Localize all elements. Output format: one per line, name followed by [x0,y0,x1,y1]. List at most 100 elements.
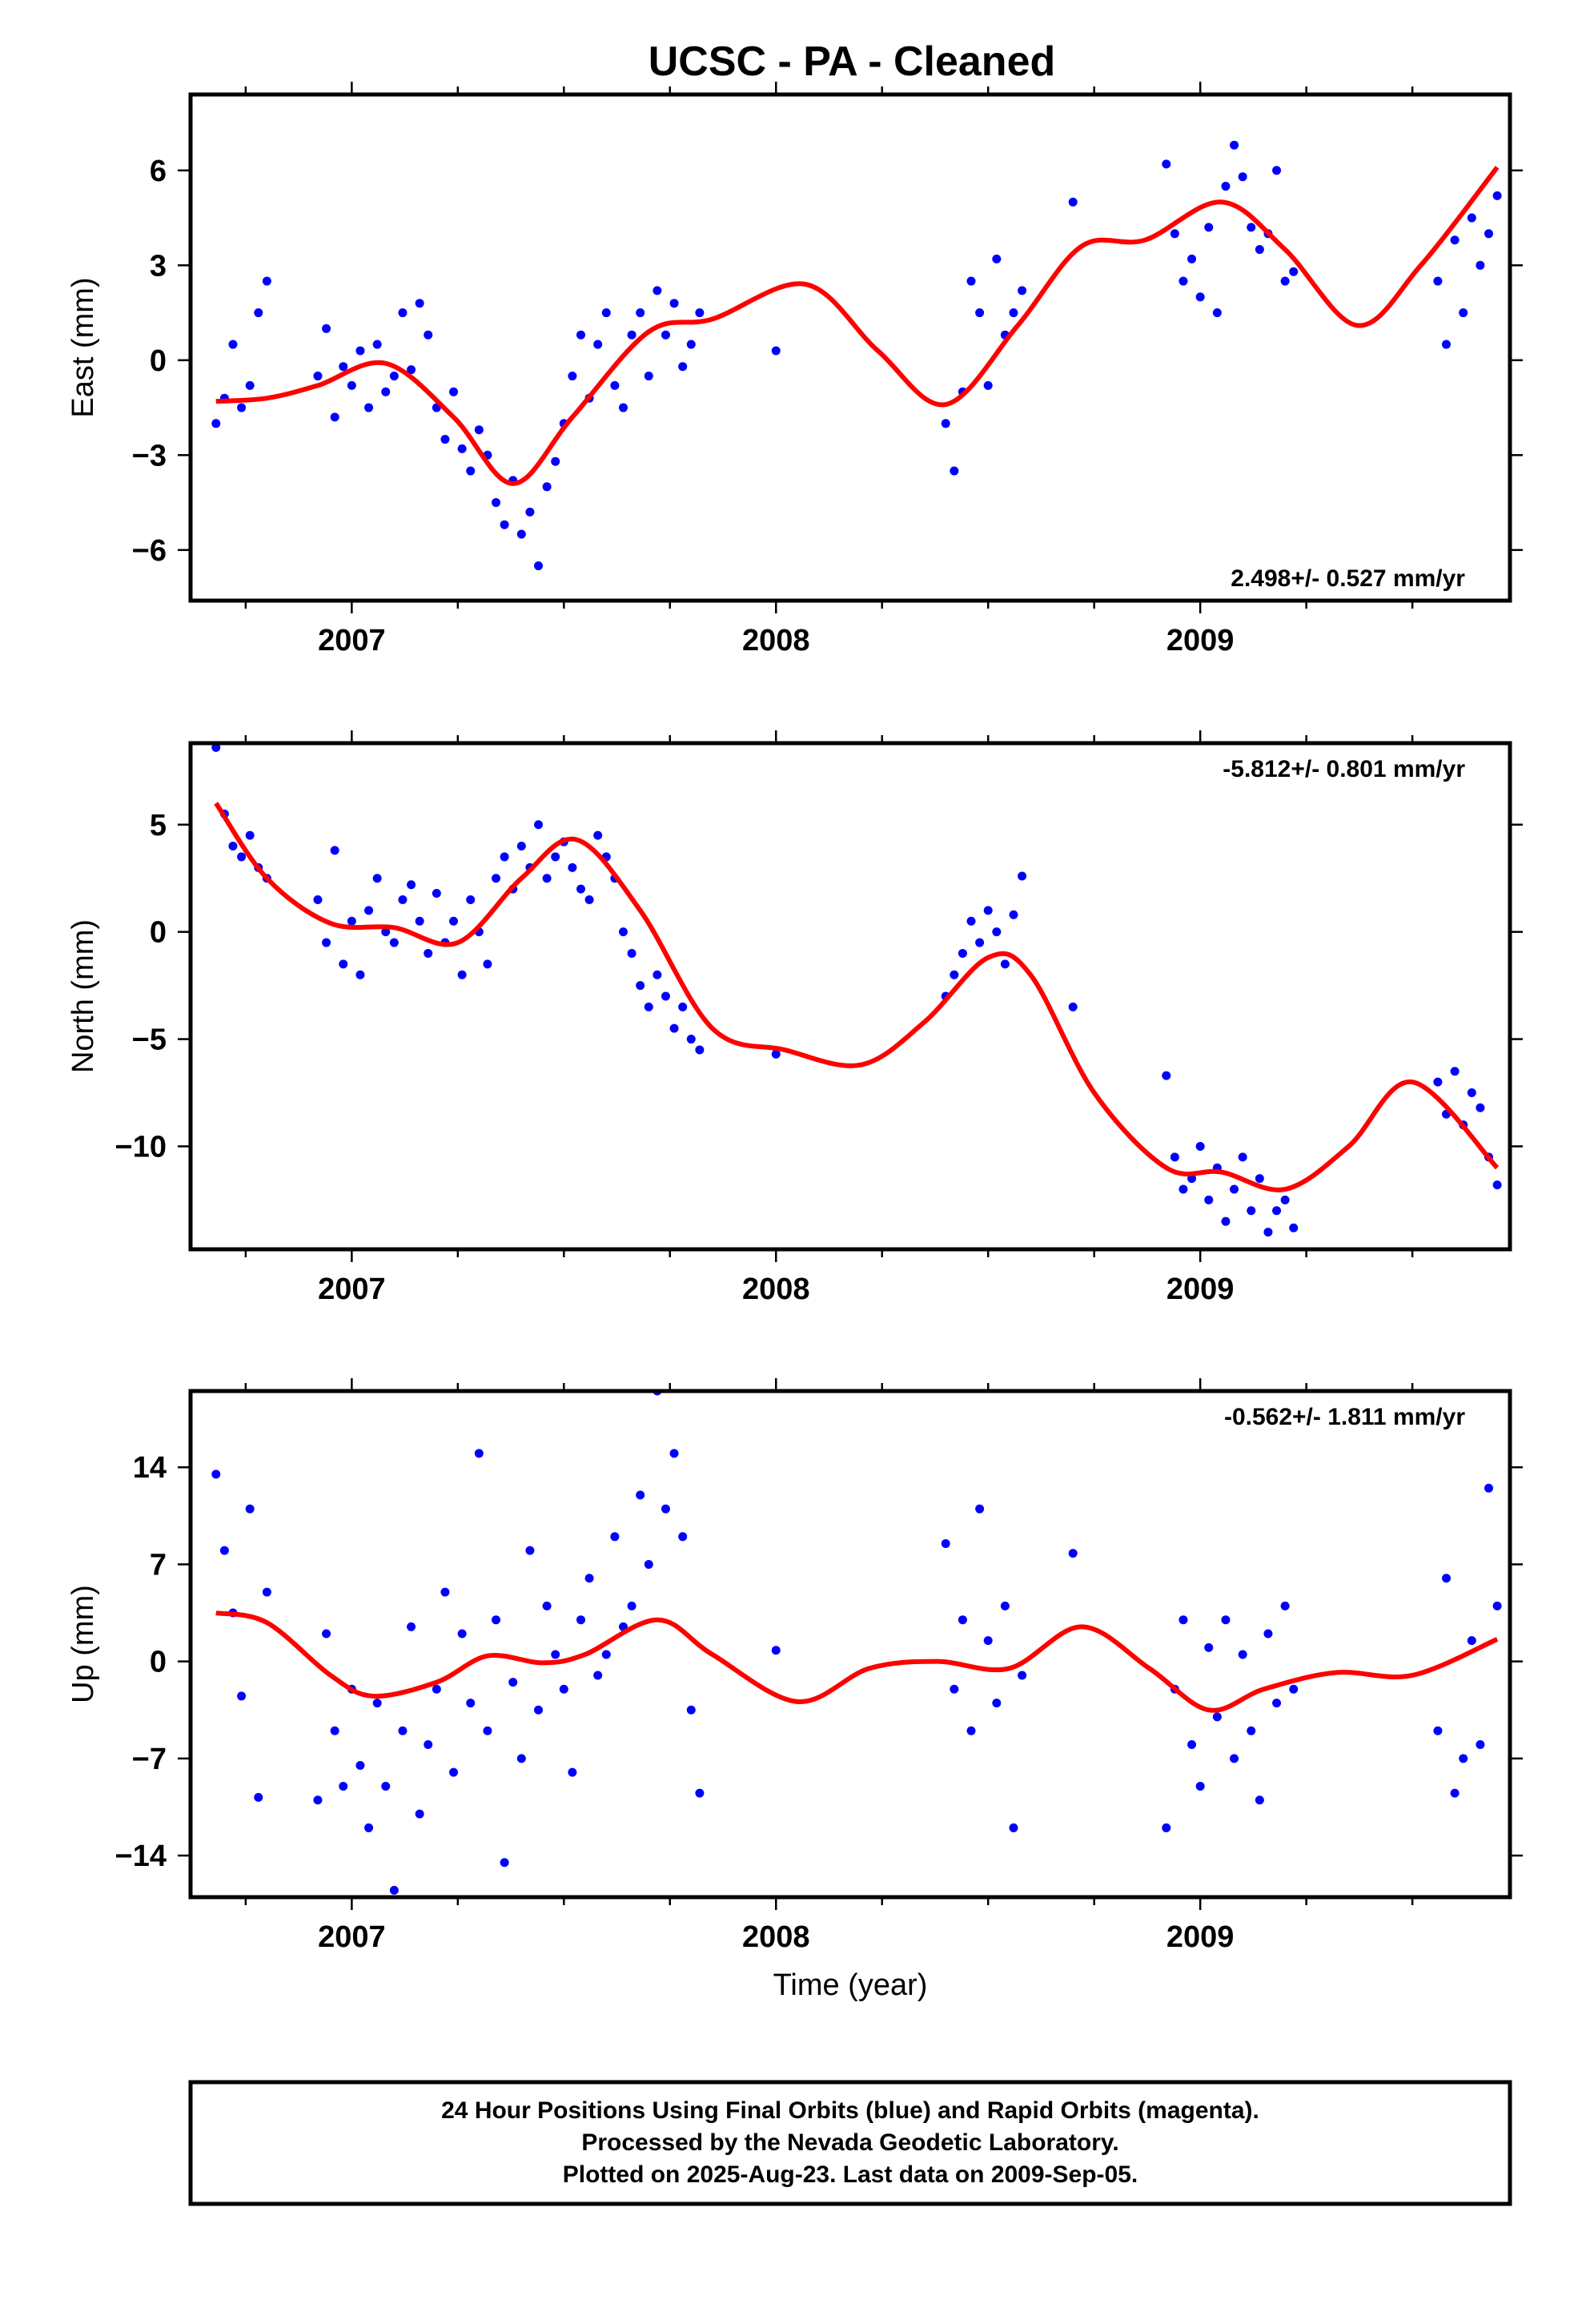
footer-box: 24 Hour Positions Using Final Orbits (bl… [188,2080,1512,2206]
up-frame [188,1389,1512,1900]
up-fit-curve [215,1610,1499,1713]
north-data-point [398,895,408,904]
east-data-point [1476,260,1485,270]
north-data-point [1238,1152,1247,1162]
east-data-point [339,362,348,372]
north-data-point [492,874,501,883]
east-data-point [593,340,603,349]
east-data-point [1068,197,1078,207]
east-data-point [1018,286,1027,296]
north-data-point [678,1002,688,1011]
north-x-tick-label: 2009 [1166,1273,1235,1306]
up-data-point [508,1678,518,1687]
east-data-point [211,419,221,428]
north-data-point [966,916,976,926]
east-data-point [1162,159,1171,169]
north-data-point [424,948,433,958]
east-y-tick-label: −3 [132,439,167,472]
north-data-point [449,916,459,926]
up-data-point [474,1449,484,1458]
north-data-point [1476,1103,1485,1112]
north-data-point [381,927,391,937]
up-data-point [516,1754,526,1763]
up-y-tick-label: 14 [133,1451,167,1485]
north-x-tick-label: 2007 [318,1273,386,1306]
up-data-point [695,1788,705,1798]
up-y-axis-label: Up (mm) [66,1585,100,1703]
east-data-point [1212,308,1222,318]
east-data-point [355,346,365,356]
east-rate-label: 2.498+/- 0.527 mm/yr [1231,565,1465,592]
east-data-point [237,403,247,412]
east-data-point [568,372,577,381]
north-data-point [958,948,967,958]
up-data-point [1204,1642,1214,1652]
north-data-point [1162,1071,1171,1080]
north-data-point [457,970,467,979]
up-data-point [966,1726,976,1735]
east-data-point [534,561,544,571]
east-data-point [686,340,696,349]
up-data-point [636,1490,645,1500]
up-data-point [661,1504,670,1514]
up-data-point [975,1504,985,1514]
up-data-point [432,1684,441,1694]
up-panel: 2007 2008 2009 −14 −7 0 7 14 Up (mm) Time (year) -… [66,1378,1523,2002]
up-data-point [1467,1636,1476,1646]
east-data-point [619,403,628,412]
east-data-point [1187,254,1197,263]
east-data-point [1280,276,1290,286]
east-data-point [389,372,399,381]
up-data-point [381,1781,391,1791]
up-data-point [950,1684,959,1694]
east-data-point [372,340,382,349]
up-data-point [771,1646,781,1655]
up-data-point [1195,1781,1205,1791]
east-data-point [492,498,501,508]
east-x-tick-label: 2008 [742,624,810,657]
east-data-point [1255,245,1264,255]
east-data-point [1442,340,1452,349]
up-data-point [1442,1574,1452,1583]
north-data-point [483,959,492,969]
up-data-point [1263,1629,1273,1638]
up-data-point [254,1792,263,1802]
north-y-tick-label: 5 [150,809,167,842]
east-data-point [950,466,959,476]
up-data-point [601,1650,611,1659]
north-data-point [211,743,221,752]
north-data-point [1221,1216,1231,1226]
east-data-point [407,365,416,375]
up-data-point [525,1546,535,1555]
east-data-point [364,403,374,412]
east-data-point [424,330,433,340]
up-data-point [1178,1615,1188,1625]
east-data-point [347,380,356,390]
up-data-point [1238,1650,1247,1659]
north-data-point [983,906,993,915]
east-data-point [1492,191,1502,200]
footer-line-3: Plotted on 2025-Aug-23. Last data on 200… [563,2161,1138,2188]
north-x-tick-label: 2008 [742,1273,810,1306]
east-y-tick-label: 6 [150,155,167,188]
north-data-point [1450,1067,1460,1076]
north-data-point [644,1002,653,1011]
up-data-point [339,1781,348,1791]
east-data-point [1170,229,1179,239]
up-data-point [1459,1754,1468,1763]
north-fit-curve [214,802,1500,1192]
north-data-point [1272,1206,1282,1216]
north-data-point [1068,1002,1078,1011]
east-data-point [542,482,552,492]
north-data-point [500,852,509,862]
up-rate-label: -0.562+/- 1.811 mm/yr [1224,1404,1465,1430]
up-data-point [1212,1712,1222,1722]
up-data-point [686,1705,696,1715]
up-data-point [407,1622,416,1631]
east-data-point [1467,213,1476,223]
up-data-point [593,1671,603,1680]
east-y-tick-label: 0 [150,344,167,378]
north-data-point [636,981,645,991]
east-data-point [627,330,636,340]
north-data-point [669,1023,679,1033]
